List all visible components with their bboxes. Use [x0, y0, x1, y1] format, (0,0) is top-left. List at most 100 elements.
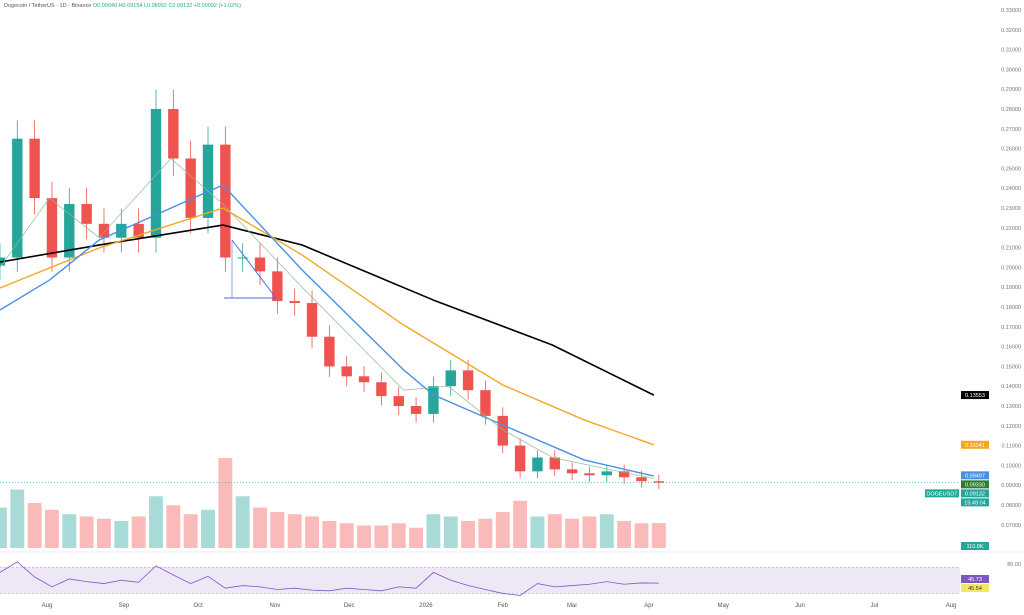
volume-bar — [495, 512, 510, 548]
date-tick-label: Nov — [270, 603, 281, 609]
candle-body — [532, 457, 543, 472]
date-tick-label: Mar — [567, 603, 577, 609]
volume-bar — [27, 503, 42, 548]
candle-body — [428, 386, 439, 414]
date-tick-label: Feb — [498, 603, 509, 609]
volume-bar — [443, 516, 458, 548]
candle-body — [480, 390, 491, 416]
ma20-line — [0, 158, 654, 480]
candle-body — [237, 257, 248, 259]
volume-bar — [322, 521, 337, 548]
candle-body — [272, 271, 283, 302]
ma200-line — [0, 224, 655, 396]
candle-body — [168, 109, 179, 159]
price-tick-label: 0.25000 — [1001, 166, 1021, 172]
date-tick-label: Oct — [193, 603, 203, 609]
volume-bar — [0, 507, 7, 548]
triangle-drawing — [224, 239, 277, 299]
countdown-label: 15:49:04 — [964, 500, 985, 506]
volume-bar — [45, 509, 59, 548]
ohlc-high: H0.09154 — [118, 3, 143, 9]
volume-bar — [97, 518, 111, 548]
price-tick-label: 0.29000 — [1001, 87, 1021, 93]
volume-bar — [478, 518, 493, 548]
price-tick-label: 0.16000 — [1001, 345, 1021, 351]
rsi-upper-label: 80.00 — [1007, 562, 1021, 568]
date-tick-label: Aug — [42, 603, 53, 609]
volume-label-bg — [961, 542, 989, 550]
candle-body — [12, 138, 23, 258]
candle-body — [636, 477, 647, 482]
volume-bar — [409, 527, 424, 548]
price-tick-label: 0.28000 — [1001, 107, 1021, 113]
volume-bar — [547, 514, 562, 548]
rsi-band — [0, 567, 960, 594]
candle-body — [653, 481, 665, 483]
price-tick-label: 0.23000 — [1001, 206, 1021, 212]
symbol-tag-bg — [925, 489, 959, 498]
volume-bar — [305, 516, 319, 548]
date-tick-label: Jun — [795, 603, 805, 609]
volume-bar — [287, 514, 302, 548]
candle-body — [566, 469, 578, 474]
candle-body — [64, 204, 75, 258]
symbol-legend: Dogecoin / TetherUS · 1D · Binance O0.09… — [4, 3, 241, 9]
last-price-label: 0.09132 — [965, 491, 985, 497]
candle-body — [306, 303, 318, 337]
volume-bar — [582, 516, 597, 548]
volume-bar — [218, 458, 233, 548]
candle-body — [549, 457, 560, 470]
volume-bar — [79, 516, 94, 548]
price-tick-label: 0.14000 — [1001, 384, 1021, 390]
symbol-tag: DOGEUSDT — [926, 491, 958, 497]
candle-body — [514, 445, 526, 472]
price-tick-label: 0.11000 — [1002, 444, 1021, 450]
volume-bar — [426, 514, 441, 548]
date-tick-label: 2026 — [419, 603, 433, 609]
volume-bar — [183, 514, 198, 548]
candle-body — [289, 301, 300, 304]
ohlc-change: +0.00092 (+1.02%) — [193, 3, 241, 9]
candle-body — [185, 158, 196, 218]
volume-bar — [634, 523, 649, 548]
candle-body — [81, 204, 92, 224]
ma100-price-label-bg — [961, 440, 989, 449]
candle-body — [601, 471, 613, 476]
volume-bar — [270, 512, 285, 548]
volume-bar — [530, 516, 545, 548]
volume-bar — [599, 514, 614, 548]
volume-bar — [617, 521, 632, 548]
volume-bar — [253, 507, 267, 548]
ohlc-open: O0.09040 — [92, 3, 118, 9]
price-tick-label: 0.15000 — [1001, 364, 1021, 370]
ma20-price-label: 0.09330 — [965, 482, 985, 488]
candle-body — [220, 144, 231, 258]
ohlc-low: L0.08992 — [143, 3, 167, 9]
candle-body — [324, 336, 335, 367]
price-tick-label: 0.09000 — [1001, 483, 1021, 489]
volume-bar — [513, 500, 528, 548]
volume-bar — [391, 523, 406, 548]
ma100-price-label: 0.11041 — [965, 443, 984, 449]
volume-bar — [201, 509, 215, 548]
volume-bar — [374, 525, 389, 548]
volume-bar — [339, 523, 354, 548]
candle-body — [46, 198, 58, 258]
ma200-price-label-bg — [961, 391, 989, 400]
price-tick-label: 0.30000 — [1001, 67, 1021, 73]
price-tick-label: 0.18000 — [1001, 305, 1021, 311]
price-tick-label: 0.08000 — [1001, 503, 1021, 509]
price-tick-label: 0.21000 — [1001, 246, 1021, 252]
ma200-price-label: 0.13553 — [965, 393, 985, 399]
candle-body — [29, 138, 40, 199]
volume-label: 110.8K — [966, 544, 983, 550]
ma50-price-label-bg — [961, 471, 989, 480]
candle-body — [254, 257, 266, 272]
candle-body — [358, 376, 370, 383]
price-tick-label: 0.32000 — [1001, 28, 1021, 34]
candle-body — [133, 223, 144, 238]
date-tick-label: Aug — [946, 603, 957, 609]
volume-bar — [62, 514, 77, 548]
